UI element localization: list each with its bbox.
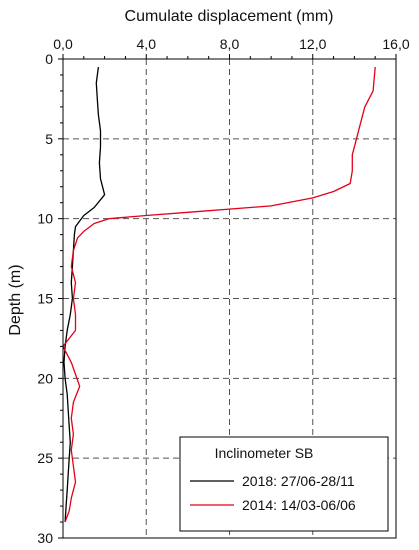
x-tick-label-4: 16,0 (382, 36, 409, 52)
legend-title: Inclinometer SB (215, 445, 314, 461)
y-tick-label-1: 5 (45, 131, 53, 147)
legend-label-2014: 2014: 14/03-06/06 (242, 497, 356, 513)
y-tick-label-3: 15 (37, 291, 53, 307)
series-line-1 (62, 66, 376, 523)
y-axis-title: Depth (m) (7, 264, 24, 335)
x-axis-title: Cumulate displacement (mm) (125, 8, 334, 25)
axis-ticks: 0,0 4,0 8,0 12,0 16,0 0 5 10 15 20 25 30 (37, 36, 409, 546)
y-tick-label-4: 20 (37, 370, 53, 386)
x-tick-label-1: 4,0 (137, 36, 157, 52)
y-tick-label-2: 10 (37, 211, 53, 227)
legend: Inclinometer SB 2018: 27/06-28/11 2014: … (179, 436, 389, 532)
x-tick-label-0: 0,0 (53, 36, 73, 52)
y-tick-label-0: 0 (45, 51, 53, 67)
y-tick-label-6: 30 (37, 530, 53, 546)
legend-label-2018: 2018: 27/06-28/11 (242, 473, 355, 489)
x-tick-label-2: 8,0 (220, 36, 240, 52)
series-lines (62, 66, 376, 523)
y-tick-label-5: 25 (37, 450, 53, 466)
x-tick-label-3: 12,0 (299, 36, 326, 52)
legend-box (179, 436, 389, 532)
gridlines (63, 59, 396, 538)
series-line-0 (63, 66, 106, 523)
